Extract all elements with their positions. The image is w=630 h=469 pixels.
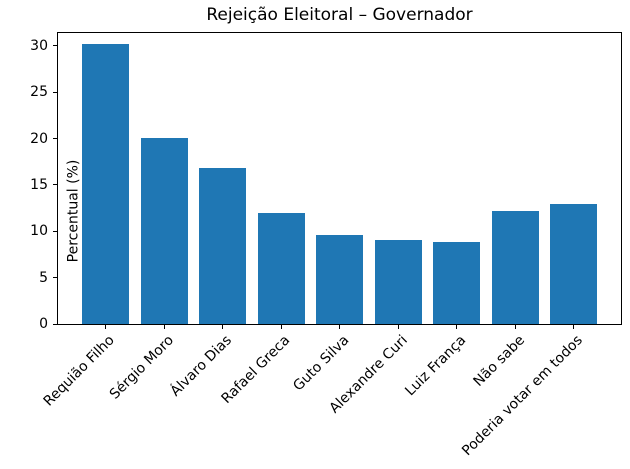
bar-2 <box>199 168 246 324</box>
y-tick-mark <box>53 45 57 47</box>
x-tick-mark <box>397 325 399 329</box>
x-tick-label-7: Não sabe <box>470 332 528 390</box>
y-tick-label: 10 <box>30 223 48 240</box>
bar-4 <box>316 235 363 324</box>
y-axis-label: Percentual (%) <box>65 159 82 263</box>
x-tick-mark <box>222 325 223 329</box>
y-tick-mark <box>53 277 57 279</box>
x-tick-mark <box>105 325 106 329</box>
y-tick-label: 30 <box>30 37 48 54</box>
x-tick-mark <box>280 325 282 329</box>
bar-8 <box>550 204 597 324</box>
x-tick-mark <box>163 325 165 329</box>
x-tick-label-4: Guto Silva <box>290 332 353 395</box>
x-tick-mark <box>339 325 340 329</box>
y-tick-mark <box>53 184 57 186</box>
bar-1 <box>140 137 188 324</box>
x-tick-label-6: Luiz França <box>402 332 470 400</box>
bar-7 <box>491 210 539 324</box>
plot-area: Percentual (%) 0 5 10 15 20 25 30 Requião Filho… <box>30 32 622 459</box>
y-tick-mark <box>53 138 57 140</box>
chart-title: Rejeição Eleitoral – Governador <box>206 5 473 25</box>
x-tick-label-8: Poderia votar em todos <box>459 332 587 460</box>
y-tick-label: 20 <box>30 130 48 147</box>
y-tick-mark <box>53 230 57 232</box>
y-tick-label: 5 <box>39 269 48 286</box>
y-tick-label: 25 <box>30 84 48 101</box>
x-tick-mark <box>573 325 574 329</box>
y-tick-mark <box>53 323 57 325</box>
y-tick-mark <box>53 91 57 93</box>
bar-3 <box>257 212 305 324</box>
x-tick-mark <box>456 325 457 329</box>
y-tick-label: 15 <box>30 176 48 193</box>
bar-6 <box>433 241 480 324</box>
bar-0 <box>82 44 129 324</box>
x-tick-mark <box>514 325 516 329</box>
bar-5 <box>374 239 422 324</box>
y-tick-label: 0 <box>39 316 48 332</box>
